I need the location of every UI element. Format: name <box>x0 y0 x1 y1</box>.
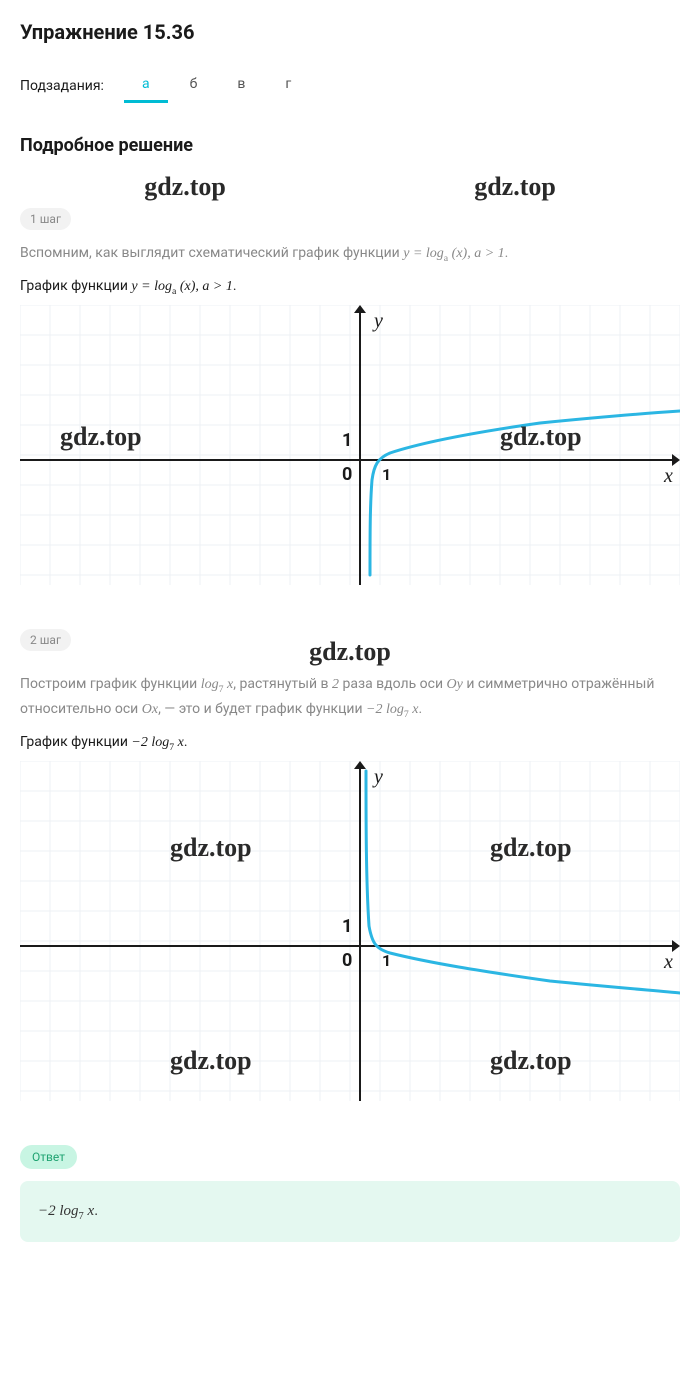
tab-a[interactable]: а <box>124 68 168 103</box>
svg-text:y: y <box>372 766 383 788</box>
subtask-row: Подзадания: а б в г <box>20 68 680 103</box>
svg-text:gdz.top: gdz.top <box>490 833 572 862</box>
step2-description: Построим график функции log7 x, растянут… <box>20 673 680 722</box>
step1-text-pre: Вспомним, как выглядит схематический гра… <box>20 245 403 261</box>
svg-text:0: 0 <box>342 464 352 485</box>
watermark-row: gdz.top <box>20 637 680 667</box>
graph2-caption-pre: График функции <box>20 734 131 750</box>
watermark-text: gdz.top <box>309 637 391 667</box>
graph-1: y x 0 1 1 gdz.top gdz.top <box>20 305 680 589</box>
svg-text:gdz.top: gdz.top <box>170 833 252 862</box>
svg-text:y: y <box>372 310 383 332</box>
watermark-text: gdz.top <box>474 172 556 202</box>
answer-badge: Ответ <box>20 1145 77 1169</box>
answer-value: −2 log7 x <box>38 1203 94 1219</box>
answer-box: −2 log7 x. <box>20 1181 680 1242</box>
graph2-caption: График функции −2 log7 x. <box>20 734 680 753</box>
step1-formula: y = loga (x), a > 1 <box>403 246 504 261</box>
graph1-caption: График функции y = loga (x), a > 1. <box>20 278 680 297</box>
graph1-caption-formula: y = loga (x), a > 1 <box>131 279 232 294</box>
tab-b[interactable]: б <box>172 68 216 103</box>
tab-list: а б в г <box>124 68 309 103</box>
graph2-caption-formula: −2 log7 x <box>131 735 183 750</box>
watermark-text: gdz.top <box>144 172 226 202</box>
tab-v[interactable]: в <box>219 68 263 103</box>
subtask-label: Подзадания: <box>20 78 104 94</box>
svg-text:0: 0 <box>342 950 352 971</box>
graph-2: yx011gdz.topgdz.topgdz.topgdz.top <box>20 761 680 1105</box>
solution-title: Подробное решение <box>20 135 680 156</box>
svg-text:gdz.top: gdz.top <box>170 1046 252 1075</box>
watermark-row: gdz.top gdz.top <box>20 172 680 202</box>
svg-text:gdz.top: gdz.top <box>490 1046 572 1075</box>
svg-text:gdz.top: gdz.top <box>500 422 582 451</box>
graph1-caption-pre: График функции <box>20 278 131 294</box>
step-badge-1: 1 шаг <box>20 208 71 230</box>
step-badge-2: 2 шаг <box>20 629 71 651</box>
svg-text:1: 1 <box>342 916 352 937</box>
svg-text:1: 1 <box>382 465 391 484</box>
svg-text:x: x <box>663 465 673 487</box>
svg-text:x: x <box>663 951 673 973</box>
exercise-title: Упражнение 15.36 <box>20 20 680 44</box>
tab-g[interactable]: г <box>267 68 309 103</box>
svg-text:1: 1 <box>342 430 352 451</box>
step1-description: Вспомним, как выглядит схематический гра… <box>20 242 680 266</box>
svg-text:gdz.top: gdz.top <box>60 422 142 451</box>
